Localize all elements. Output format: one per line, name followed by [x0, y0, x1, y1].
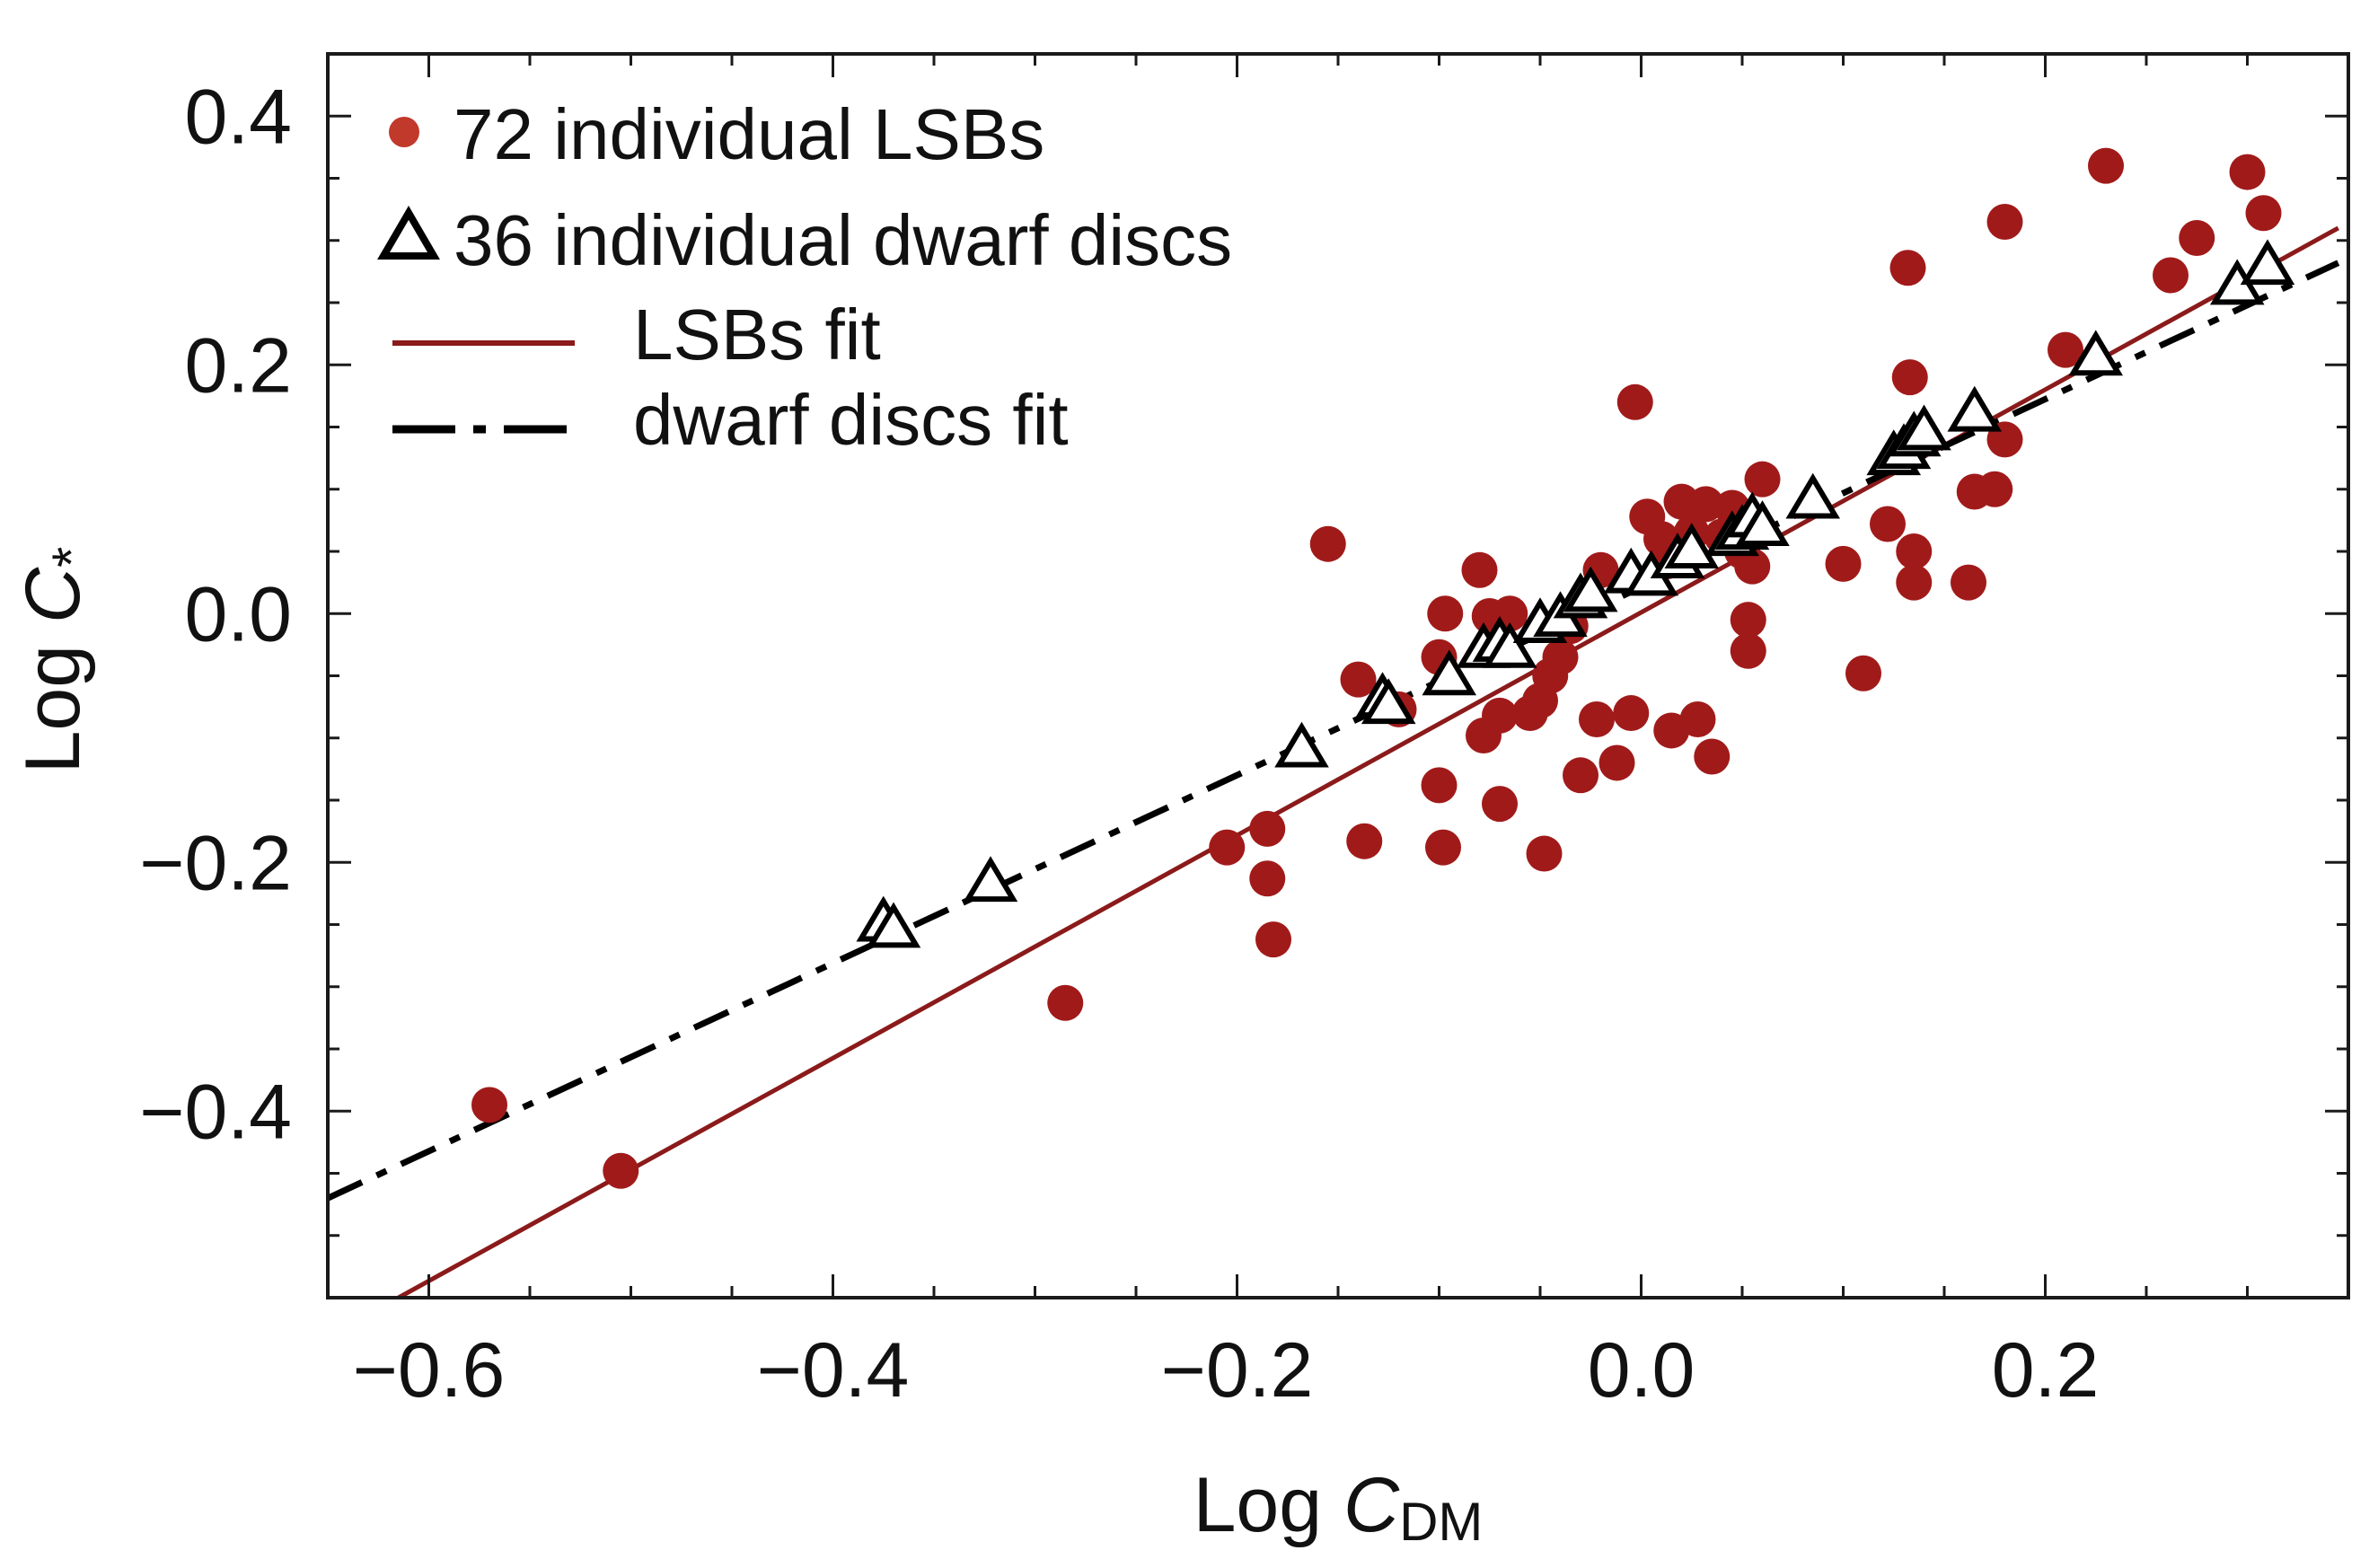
x-tick-label: −0.2: [1161, 1327, 1314, 1414]
lsb-point: [1421, 767, 1458, 804]
lsb-point: [1870, 506, 1906, 542]
lsb-point: [1309, 525, 1346, 562]
lsb-point: [1744, 461, 1781, 498]
plot-area: [328, 147, 2340, 1298]
lsb-point: [2153, 257, 2189, 294]
fit-line-dwarf-discs: [328, 260, 2340, 1202]
lsb-point: [1209, 829, 1246, 866]
dwarf-disc-point: [2240, 239, 2295, 286]
x-tick-label: 0.2: [1992, 1327, 2100, 1414]
lsb-point: [1425, 829, 1461, 866]
legend-label-dwarf-fit: dwarf discs fit: [633, 380, 1069, 460]
lsb-point: [471, 1087, 507, 1123]
lsb-point: [1845, 655, 1881, 692]
dwarf-disc-point: [1785, 472, 1841, 519]
lsb-point: [1047, 984, 1084, 1021]
lsb-point: [1427, 595, 1464, 632]
lsb-point: [1730, 632, 1766, 669]
dwarf-disc-point: [2068, 330, 2124, 376]
y-axis-label: Log C*: [10, 547, 101, 774]
tick-labels: −0.6 −0.4 −0.2 0.0 0.2 −0.4 −0.2 0.0 0.2 0.4: [139, 74, 2099, 1414]
dwarf-disc-point: [1664, 523, 1720, 568]
lsb-point: [1482, 697, 1518, 734]
dwarf-disc-point: [1563, 566, 1618, 612]
legend-circle-marker: [389, 117, 419, 147]
dwarf-disc-point: [1897, 404, 1951, 451]
lsb-point: [1346, 823, 1383, 859]
legend-label-lsbs: 72 individual LSBs: [454, 94, 1044, 174]
lsb-point: [2229, 154, 2266, 190]
y-tick-label: −0.2: [139, 820, 292, 906]
lsb-point: [1579, 700, 1615, 737]
lsb-point: [1730, 602, 1766, 639]
lsb-point: [1526, 835, 1563, 872]
lsb-point: [1255, 921, 1291, 958]
lsb-point: [1340, 661, 1377, 698]
lsb-point: [1687, 486, 1724, 523]
dwarf-disc-point: [1947, 385, 2003, 432]
lsb-point: [1896, 564, 1933, 601]
lsb-point: [1825, 545, 1862, 582]
dwarf-disc-point: [1274, 721, 1329, 768]
lsb-point: [603, 1152, 639, 1189]
lsb-point: [2088, 147, 2124, 184]
x-tick-label: 0.0: [1588, 1327, 1695, 1414]
dwarf-disc-point: [963, 856, 1018, 903]
legend: 72 individual LSBs 36 individual dwarf d…: [377, 94, 1232, 460]
lsb-point: [1891, 359, 1928, 396]
legend-triangle-marker: [377, 206, 440, 260]
x-axis-label: Log CDM: [1193, 1462, 1484, 1552]
lsb-point: [1977, 471, 2013, 507]
lsb-point: [1679, 700, 1716, 737]
y-tick-label: −0.4: [139, 1069, 292, 1155]
y-tick-label: 0.2: [184, 322, 292, 409]
x-tick-label: −0.6: [353, 1327, 506, 1414]
lsb-point: [2048, 331, 2083, 368]
y-tick-label: 0.4: [184, 74, 292, 160]
legend-label-lsbs-fit: LSBs fit: [633, 295, 881, 374]
x-tick-label: −0.4: [757, 1327, 910, 1414]
legend-label-dwarf-discs: 36 individual dwarf discs: [454, 200, 1232, 280]
lsb-point: [1613, 695, 1650, 732]
lsb-point: [1616, 383, 1653, 420]
plot-clip-group: [328, 147, 2340, 1298]
lsb-point: [2245, 195, 2282, 232]
lsb-point: [2179, 219, 2215, 256]
y-tick-label: 0.0: [184, 571, 292, 657]
lsb-point: [1482, 786, 1518, 823]
dwarf-disc-point: [1361, 678, 1416, 725]
dwarf-disc-point: [866, 902, 921, 948]
lsb-point: [1951, 564, 1986, 601]
lsb-point: [1542, 639, 1579, 675]
axis-ticks: [326, 52, 2350, 1299]
lsb-point: [1889, 250, 1926, 286]
dwarf-disc-point: [1735, 500, 1790, 547]
dwarf-disc-point: [1482, 621, 1537, 668]
fit-line-lsbs: [397, 225, 2339, 1298]
dwarf-disc-point: [1422, 649, 1477, 696]
lsb-point: [1599, 744, 1635, 781]
lsb-point: [1986, 203, 2023, 240]
lsb-point: [1563, 757, 1599, 794]
lsb-point: [1694, 738, 1731, 775]
lsb-point: [1249, 860, 1286, 897]
lsb-point: [1461, 551, 1498, 588]
lsb-point: [1896, 533, 1933, 569]
lsb-point: [1734, 548, 1771, 585]
lsb-point: [1249, 810, 1286, 847]
